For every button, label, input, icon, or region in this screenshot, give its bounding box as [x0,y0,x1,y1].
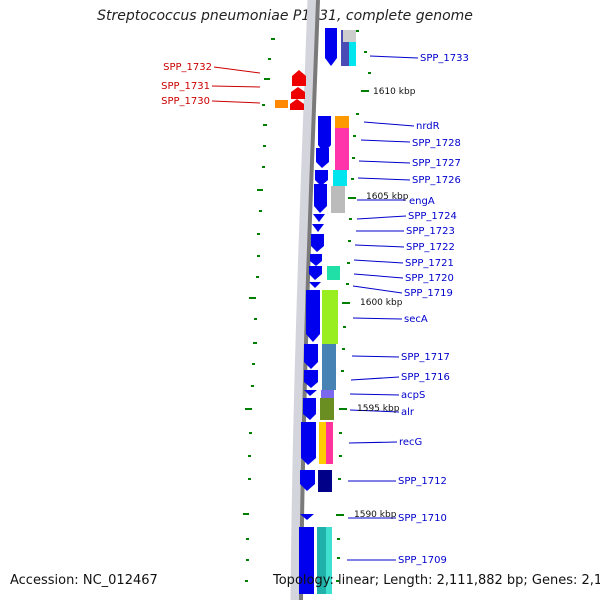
gene-label[interactable]: SPP_1728 [412,138,461,149]
right-tick-marks [336,30,371,582]
gene-label[interactable]: nrdR [416,121,440,132]
gene-arrow-spp-1722 [311,234,324,252]
topology-label: Topology: [273,573,334,588]
gene-label[interactable]: SPP_1719 [404,288,453,299]
forward-gene-arrows [299,28,337,594]
gene-arrow-spp-1710 [300,514,314,520]
gene-label[interactable]: SPP_1731 [161,81,210,92]
gene-label[interactable]: engA [409,196,435,207]
gene-arrow-spp-1719 [309,282,321,288]
gene-arrow-spp-1724 [313,214,325,222]
scale-label: 1610 kbp [373,87,416,97]
gene-label[interactable]: SPP_1733 [420,53,469,64]
left-tick-marks [243,38,275,582]
forward-gene-labels: SPP_1733 nrdR SPP_1728 SPP_1727 SPP_1726… [398,53,469,566]
gene-label[interactable]: alr [401,407,415,418]
gene-label[interactable]: SPP_1712 [398,476,447,487]
accession-label: Accession: [10,573,79,588]
gene-label[interactable]: SPP_1721 [405,258,454,269]
gene-arrow-nrdR [318,116,331,153]
gene-arrow-spp-1723 [312,224,324,232]
gene-label[interactable]: recG [399,437,422,448]
topology-line: Topology: linear; Length: 2,111,882 bp; … [273,573,600,588]
gene-label[interactable]: SPP_1727 [412,158,461,169]
scale-labels: 1610 kbp 1605 kbp 1600 kbp 1595 kbp 1590… [354,87,416,520]
gene-arrow-spp-1727 [315,170,328,186]
genome-backbone [299,0,320,600]
category-color-bars [317,30,356,594]
gene-arrow-spp-1709 [299,527,314,594]
gene-label[interactable]: secA [404,314,428,325]
gene-arrow-spp-1728 [316,148,329,168]
reverse-leader-lines [211,66,261,104]
scale-label: 1595 kbp [357,404,400,414]
gene-arrow-spp-1721 [310,254,322,266]
gene-label[interactable]: SPP_1730 [161,96,210,107]
gene-arrow-recG [301,422,316,465]
gene-label[interactable]: SPP_1722 [406,242,455,253]
gene-arrow-alr [303,398,316,420]
forward-leader-lines [347,55,419,561]
gene-arrow-spp-1717 [304,344,318,369]
genome-title: Streptococcus pneumoniae P1031, complete… [97,8,473,24]
gene-label[interactable]: SPP_1716 [401,372,450,383]
gene-label[interactable]: SPP_1724 [408,211,457,222]
gene-arrow-spp-1731 [291,87,305,99]
topology-value: linear; Length: 2,111,882 bp; Genes: 2,1… [337,573,600,588]
gene-arrow-spp-1730 [290,99,304,110]
gene-label[interactable]: SPP_1717 [401,352,450,363]
gene-arrow-acpS [304,390,317,396]
gene-arrow-spp-1732 [292,70,306,86]
gene-label[interactable]: SPP_1726 [412,175,461,186]
accession-line: Accession: NC_012467 [10,573,158,588]
orange-small-gene [275,100,288,108]
gene-arrow-engA [314,184,327,213]
gene-arrow-spp-1712 [300,470,315,491]
scale-label: 1605 kbp [366,192,409,202]
gene-label[interactable]: SPP_1732 [163,62,212,73]
gene-label[interactable]: SPP_1710 [398,513,447,524]
gene-label[interactable]: SPP_1723 [406,226,455,237]
genome-backbone-shadow [290,0,319,600]
gene-label[interactable]: SPP_1709 [398,555,447,566]
gene-arrow-spp-1733 [325,28,337,66]
gene-arrow-spp-1720 [309,266,322,280]
scale-label: 1600 kbp [360,298,403,308]
gene-arrow-secA [306,290,320,342]
gene-label[interactable]: acpS [401,390,425,401]
reverse-gene-labels: SPP_1732 SPP_1731 SPP_1730 [161,62,212,107]
accession-value: NC_012467 [82,573,158,588]
scale-label: 1590 kbp [354,510,397,520]
gene-label[interactable]: SPP_1720 [405,273,454,284]
gene-arrow-spp-1716 [304,370,318,388]
reverse-gene-arrows [290,70,306,110]
